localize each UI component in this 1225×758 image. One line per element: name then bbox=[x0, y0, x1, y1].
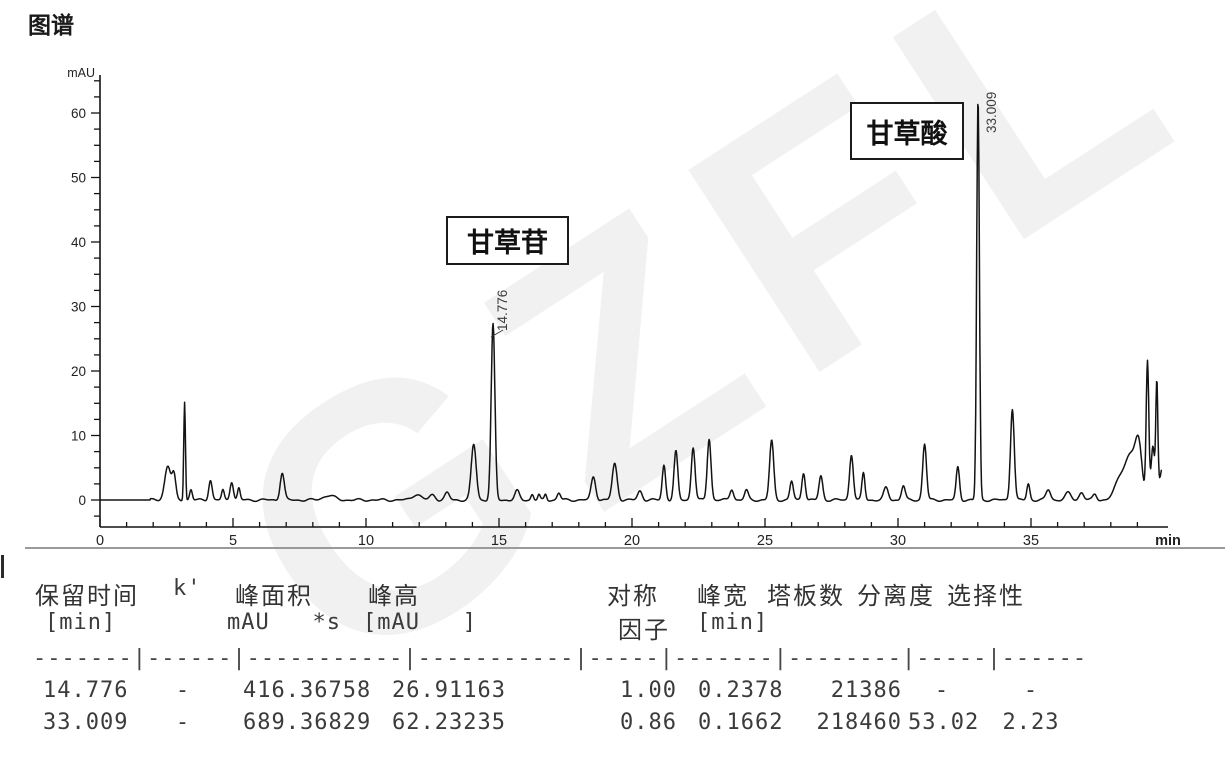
table-row: 33.009 - 689.36829 62.23235 0.86 0.1662 … bbox=[0, 710, 1225, 740]
x-tick-label: 0 bbox=[96, 533, 104, 549]
y-tick-label: 20 bbox=[71, 364, 86, 379]
x-tick-label: 10 bbox=[358, 533, 374, 549]
unit-height-mau: [mAU ] bbox=[363, 610, 477, 635]
x-axis-ticks: 0 5 10 15 20 25 30 35 bbox=[96, 518, 1139, 549]
table-row: 14.776 - 416.36758 26.91163 1.00 0.2378 … bbox=[0, 678, 1225, 708]
cell-k-prime: - bbox=[175, 678, 191, 703]
compound-label-box-glycyrrhizin: 甘草酸 bbox=[850, 102, 964, 160]
col-header-resolution: 分离度 bbox=[857, 584, 935, 610]
unit-width-min: [min] bbox=[697, 610, 769, 635]
cell-area: 416.36758 bbox=[243, 678, 372, 703]
cell-retention: 14.776 bbox=[43, 678, 129, 703]
unit-area-mau-s: mAU *s bbox=[227, 610, 341, 635]
x-axis-unit-label: min bbox=[1155, 533, 1181, 549]
cell-resolution: 53.02 bbox=[908, 710, 980, 735]
cell-height: 62.23235 bbox=[392, 710, 506, 735]
cell-area: 689.36829 bbox=[243, 710, 372, 735]
y-tick-label: 50 bbox=[71, 171, 86, 186]
x-tick-label: 5 bbox=[229, 533, 237, 549]
left-margin-mark bbox=[1, 555, 4, 578]
page-title: 图谱 bbox=[28, 12, 74, 38]
cell-symmetry: 0.86 bbox=[620, 710, 677, 735]
peak-retention-label-liquiritin: 14.776 bbox=[495, 290, 510, 331]
unit-retention-min: [min] bbox=[45, 610, 117, 635]
col-header-selectivity: 选择性 bbox=[947, 584, 1025, 610]
y-axis-unit-label: mAU bbox=[67, 66, 95, 80]
table-separator-dashes: -------|------|-----------|-----------|-… bbox=[33, 646, 1088, 671]
cell-plates: 21386 bbox=[830, 678, 902, 703]
peak-label-leader-line bbox=[490, 329, 504, 338]
col-header-symmetry: 对称 bbox=[607, 584, 659, 610]
x-tick-label: 30 bbox=[890, 533, 906, 549]
chromatogram-chart: mAU 0 10 20 30 40 50 60 0 5 10 15 20 25 30 35 min 14.… bbox=[67, 66, 1181, 549]
y-tick-label: 10 bbox=[71, 429, 86, 444]
cell-symmetry: 1.00 bbox=[620, 678, 677, 703]
cell-height: 26.91163 bbox=[392, 678, 506, 703]
y-axis-ticks: 0 10 20 30 40 50 60 bbox=[71, 80, 100, 517]
chromatogram-trace bbox=[99, 103, 1163, 503]
compound-label-box-liquiritin: 甘草苷 bbox=[446, 216, 569, 265]
table-header-row-1: 保留时间 k' 峰面积 峰高 对称 峰宽 塔板数 分离度 选择性 bbox=[0, 576, 1225, 610]
x-tick-label: 25 bbox=[757, 533, 773, 549]
table-separator-row: -------|------|-----------|-----------|-… bbox=[0, 646, 1225, 676]
cell-resolution: - bbox=[934, 678, 950, 703]
cell-width: 0.2378 bbox=[698, 678, 784, 703]
cell-width: 0.1662 bbox=[698, 710, 784, 735]
y-tick-label: 40 bbox=[71, 235, 86, 250]
x-tick-label: 15 bbox=[491, 533, 507, 549]
peak-retention-label-glycyrrhizin: 33.009 bbox=[984, 92, 999, 133]
table-header-row-2: [min] mAU *s [mAU ] 因子 [min] bbox=[0, 610, 1225, 644]
col-header-k-prime: k' bbox=[173, 576, 202, 601]
section-divider-line bbox=[25, 547, 1225, 549]
col-header-peak-width: 峰宽 bbox=[697, 584, 749, 610]
cell-selectivity: - bbox=[1023, 678, 1039, 703]
col-header-peak-height: 峰高 bbox=[368, 584, 420, 610]
y-tick-label: 0 bbox=[78, 493, 86, 508]
cell-plates: 218460 bbox=[816, 710, 902, 735]
cell-retention: 33.009 bbox=[43, 710, 129, 735]
cell-k-prime: - bbox=[175, 710, 191, 735]
col-header-symmetry-factor-line2: 因子 bbox=[618, 618, 670, 644]
col-header-peak-area: 峰面积 bbox=[235, 584, 313, 610]
x-tick-label: 35 bbox=[1023, 533, 1039, 549]
x-tick-label: 20 bbox=[624, 533, 640, 549]
y-tick-label: 30 bbox=[71, 300, 86, 315]
cell-selectivity: 2.23 bbox=[1002, 710, 1060, 735]
col-header-plates: 塔板数 bbox=[767, 584, 845, 610]
y-tick-label: 60 bbox=[71, 106, 86, 121]
col-header-retention-time: 保留时间 bbox=[35, 584, 139, 610]
